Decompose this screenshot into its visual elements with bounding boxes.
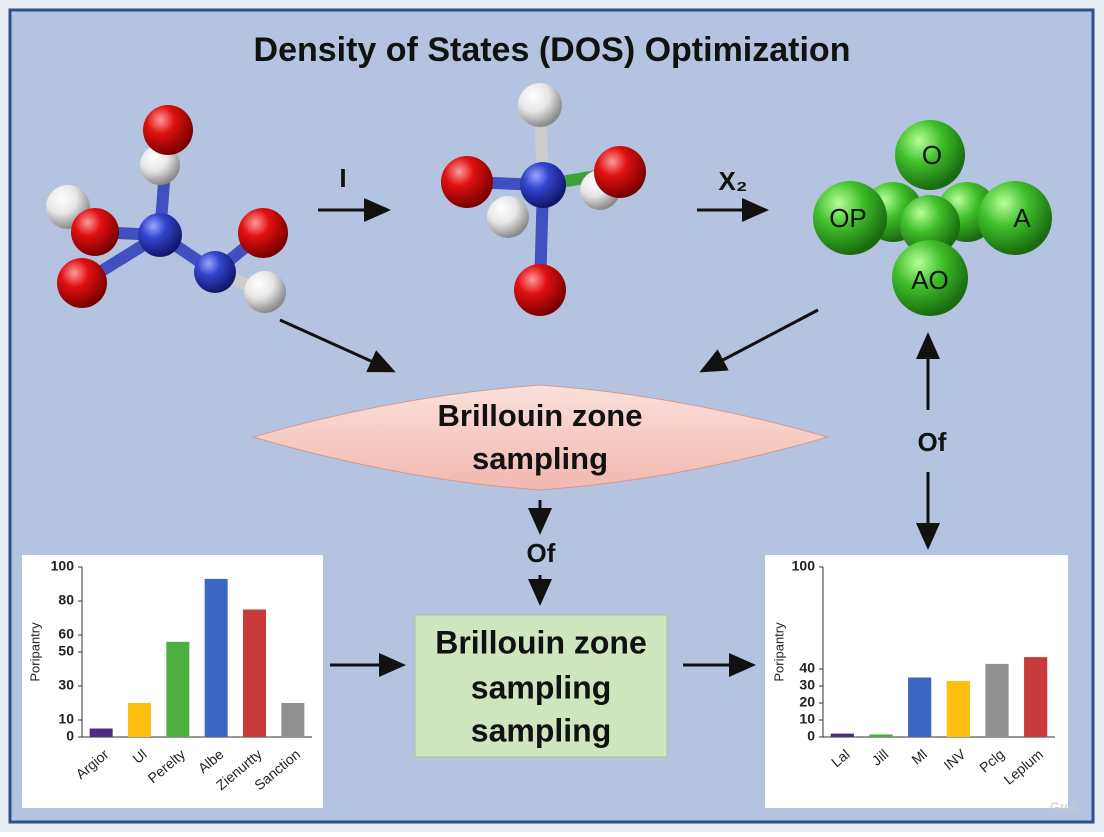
box-line: sampling	[471, 712, 611, 748]
bar	[830, 733, 854, 737]
reaction-label: X₂	[719, 166, 748, 196]
y-tick-label: 100	[792, 558, 816, 574]
y-axis-label: Poripantry	[27, 622, 42, 682]
y-tick-label: 30	[799, 677, 815, 693]
atom-label: O	[922, 140, 942, 170]
diamond	[251, 384, 830, 491]
bar	[243, 609, 266, 737]
y-tick-label: 0	[807, 728, 815, 744]
diamond-line: sampling	[472, 441, 608, 476]
y-tick-label: 60	[58, 626, 74, 642]
connector-label: Of	[918, 427, 947, 457]
y-tick-label: 100	[51, 558, 75, 574]
box-line: sampling	[471, 669, 611, 705]
y-tick-label: 50	[58, 643, 74, 659]
y-tick-label: 10	[799, 711, 815, 727]
y-tick-label: 30	[58, 677, 74, 693]
title: Density of States (DOS) Optimization	[254, 31, 851, 69]
atom-label: A	[1013, 203, 1031, 233]
y-tick-label: 40	[799, 660, 815, 676]
bar	[281, 703, 305, 737]
bar	[204, 578, 228, 737]
watermark: Grok	[1050, 799, 1079, 814]
molecule-3	[813, 120, 1052, 316]
bar	[166, 641, 190, 737]
y-axis-label: Poripantry	[771, 622, 786, 682]
y-tick-label: 20	[799, 694, 815, 710]
y-tick-label: 80	[58, 592, 74, 608]
molecule-1	[46, 105, 288, 313]
y-tick-label: 0	[66, 728, 74, 744]
bar	[1024, 657, 1048, 737]
bar	[908, 677, 932, 737]
diamond-line: Brillouin zone	[438, 398, 643, 433]
bar	[89, 728, 113, 737]
bar	[985, 663, 1009, 737]
y-tick-label: 10	[58, 711, 74, 727]
atom-label: AO	[911, 265, 949, 295]
arrows	[279, 198, 940, 677]
box-line: Brillouin zone	[435, 624, 647, 660]
atom-label: OP	[829, 203, 867, 233]
molecule-2	[441, 83, 646, 316]
connector-label: Of	[527, 538, 556, 568]
bar	[128, 703, 151, 737]
bar	[946, 680, 970, 737]
reaction-label: I	[339, 163, 346, 193]
box	[414, 614, 668, 758]
bar	[869, 734, 893, 737]
